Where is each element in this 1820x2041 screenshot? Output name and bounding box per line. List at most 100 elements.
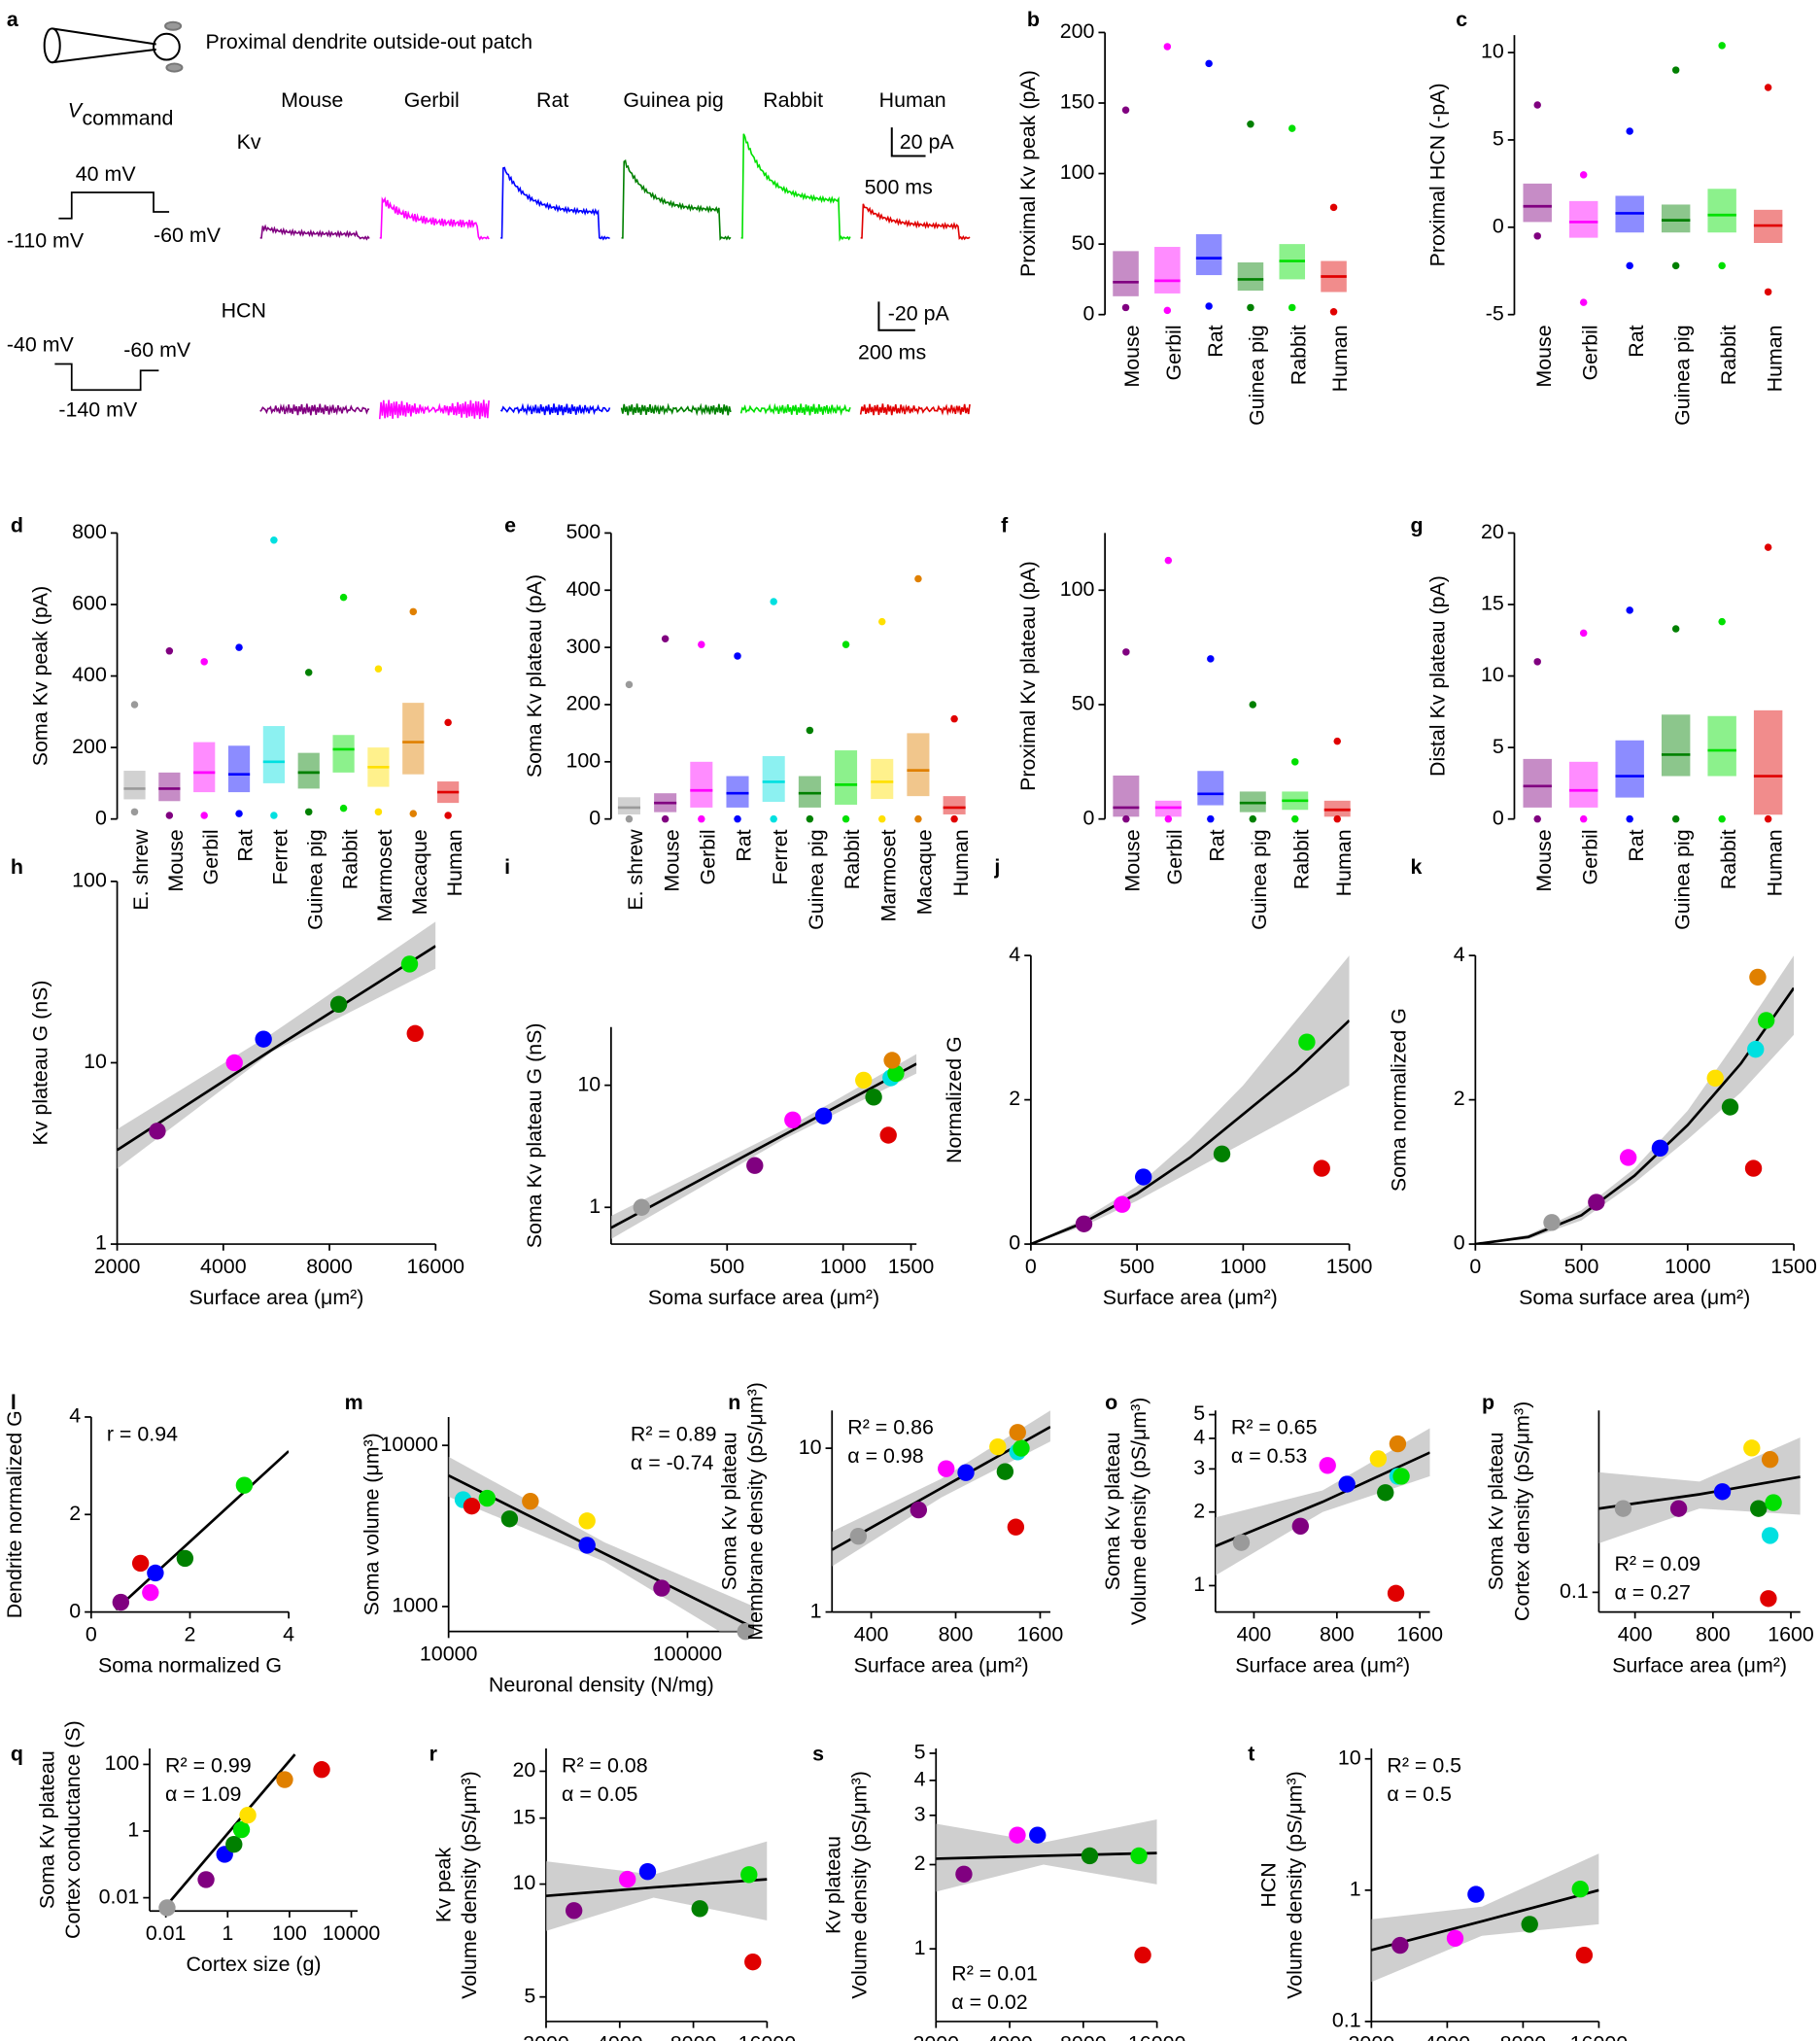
y-axis-label: Soma volume (μm³) — [361, 1433, 384, 1615]
min-point — [339, 804, 348, 813]
point — [1114, 1195, 1131, 1213]
min-point — [698, 814, 705, 823]
x-tick-label: 16000 — [407, 1255, 465, 1278]
point — [744, 1953, 762, 1971]
y-tick-label: 100 — [105, 1751, 140, 1775]
point — [578, 1512, 596, 1530]
panel-label: g — [1410, 513, 1423, 536]
kv-trace — [621, 158, 732, 241]
point — [142, 1583, 159, 1602]
x-tick-label: 4000 — [200, 1255, 247, 1278]
y-tick-label: 500 — [566, 520, 601, 543]
fit-line — [448, 1473, 754, 1630]
y-axis-label: Volume density (pS/μm³) — [1127, 1398, 1150, 1626]
category-label: Rabbit — [841, 829, 864, 889]
y-tick-label: 0 — [1083, 301, 1095, 325]
y-axis-label: Soma Kv plateau (pA) — [523, 574, 546, 778]
point — [1651, 1139, 1669, 1158]
point — [1749, 968, 1767, 986]
box — [332, 735, 355, 773]
box — [1237, 261, 1264, 292]
point — [746, 1157, 764, 1174]
box — [1661, 714, 1691, 777]
box — [1707, 189, 1736, 233]
panel-label: c — [1456, 8, 1467, 31]
point — [565, 1902, 583, 1920]
x-tick-label: 500 — [1119, 1255, 1154, 1278]
max-point — [1163, 43, 1172, 51]
min-point — [304, 808, 313, 816]
category-label: Gerbil — [1578, 325, 1601, 380]
x-tick-label: 100000 — [653, 1642, 722, 1665]
y-tick-label: 3 — [914, 1802, 926, 1825]
max-point — [1671, 66, 1680, 74]
category-label: Gerbil — [199, 829, 223, 884]
min-point — [1579, 298, 1588, 306]
category-label: Marmoset — [876, 829, 900, 921]
point — [276, 1771, 293, 1788]
max-point — [270, 536, 278, 544]
box — [1154, 247, 1181, 294]
max-point — [950, 714, 958, 723]
y-tick-label: 0.1 — [1560, 1579, 1589, 1603]
annotation: R² = 0.01 — [951, 1961, 1038, 1985]
box — [943, 796, 966, 814]
point — [197, 1871, 215, 1888]
species-name: Human — [879, 88, 946, 112]
y-axis-label: Proximal Kv peak (pA) — [1016, 70, 1040, 277]
max-point — [1671, 625, 1680, 633]
y-tick-label: 10 — [577, 1072, 601, 1095]
x-tick-label: 500 — [1564, 1255, 1599, 1278]
trace-label: Kv — [237, 130, 261, 154]
min-point — [1122, 814, 1130, 823]
max-point — [914, 574, 922, 583]
channel — [165, 62, 184, 73]
category-label: Mouse — [164, 829, 188, 891]
box — [726, 776, 749, 808]
min-point — [625, 814, 634, 823]
max-point — [1333, 737, 1341, 745]
point — [1081, 1847, 1099, 1865]
point — [996, 1463, 1014, 1480]
category-label: Rat — [234, 829, 258, 861]
point — [938, 1460, 955, 1477]
min-point — [409, 810, 418, 817]
panel: d Soma Kv peak (pA) 0 200 400 600 800 E. shrew M… — [11, 513, 466, 929]
point — [849, 1527, 868, 1545]
y-tick-label: 10 — [1481, 663, 1504, 686]
panel: h Kv plateau G (nS) 1 10 100 2000 4000 8000 1600… — [11, 855, 464, 1309]
point — [1391, 1936, 1409, 1955]
panel-label: a — [7, 8, 19, 31]
y-tick-label: 200 — [1060, 19, 1095, 43]
point — [1392, 1468, 1410, 1485]
point — [638, 1862, 657, 1881]
y-tick-label: 100 — [1060, 160, 1095, 184]
fit-line — [1598, 1475, 1801, 1510]
point — [1075, 1215, 1093, 1232]
hcn-trace — [259, 403, 370, 416]
panel: n Soma Kv plateau Membrane density (pS/μm³… — [718, 1382, 1064, 1677]
y-tick-label: 800 — [72, 520, 107, 543]
point — [329, 995, 348, 1014]
scale-label: -20 pA — [888, 301, 950, 325]
panel: g Distal Kv plateau (pA) 0 5 10 15 20 Mouse Gerb… — [1410, 513, 1786, 929]
point — [1521, 1916, 1538, 1933]
y-axis-label: Volume density (pS/μm³) — [458, 1771, 481, 1999]
min-point — [235, 810, 243, 817]
protocol-label: -110 mV — [7, 228, 85, 252]
box — [1197, 771, 1224, 806]
max-point — [1718, 617, 1726, 626]
max-point — [625, 680, 634, 689]
x-tick-label: 4000 — [986, 2032, 1033, 2041]
x-tick-label: 400 — [854, 1622, 889, 1645]
point — [1765, 1494, 1782, 1511]
point — [313, 1761, 330, 1779]
min-point — [877, 814, 886, 823]
max-point — [661, 635, 670, 643]
min-point — [130, 808, 139, 816]
y-tick-label: 300 — [566, 635, 601, 658]
min-point — [1329, 308, 1338, 316]
y-tick-label: 0 — [1083, 806, 1095, 829]
protocol-label: -40 mV — [7, 332, 75, 356]
y-tick-label: 400 — [72, 663, 107, 686]
